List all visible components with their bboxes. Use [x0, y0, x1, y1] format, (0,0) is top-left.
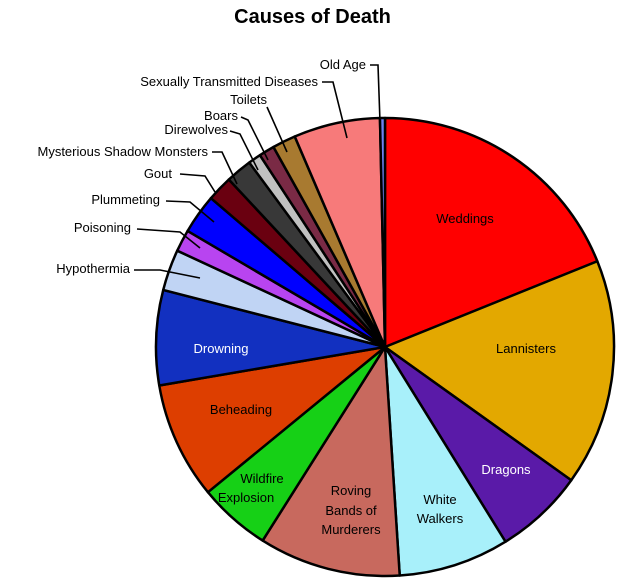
leader-line [165, 200, 215, 223]
leader-line [322, 81, 348, 139]
slice-label: Beheading [210, 402, 272, 417]
slice-label: Weddings [436, 211, 494, 226]
leader-line [229, 130, 259, 171]
leader-line [212, 151, 238, 185]
slice-label: Boars [204, 108, 238, 123]
slice-label: Dragons [481, 462, 531, 477]
slice-label: Murderers [321, 522, 381, 537]
leader-line [370, 64, 381, 123]
slice-label: White [423, 492, 456, 507]
slice-label: Old Age [320, 57, 366, 72]
slice-label: Drowning [194, 341, 249, 356]
leader-line [240, 116, 269, 161]
pie-slice-roving-bands-of-murderers [261, 345, 401, 578]
slice-label: Walkers [417, 511, 464, 526]
pie-slice-lannisters [383, 259, 616, 482]
slice-label: Sexually Transmitted Diseases [140, 74, 318, 89]
slice-label: Roving [331, 483, 371, 498]
slice-label: Gout [144, 166, 173, 181]
chart-title: Causes of Death [234, 6, 391, 28]
slice-label: Plummeting [91, 192, 160, 207]
pie-slice-weddings [383, 116, 599, 349]
slice-label: Wildfire [240, 471, 283, 486]
leader-line [179, 173, 216, 193]
slice-label: Hypothermia [56, 261, 130, 276]
pie-slice-white-walkers [383, 345, 507, 577]
slice-label: Bands of [325, 503, 377, 518]
slice-label: Mysterious Shadow Monsters [37, 144, 208, 159]
slice-label: Direwolves [164, 122, 228, 137]
slice-label: Explosion [218, 490, 274, 505]
leader-line [266, 106, 288, 153]
slice-label: Lannisters [496, 341, 556, 356]
leader-line [136, 228, 201, 249]
pie-slice-beheading [158, 345, 387, 494]
slice-label: Poisoning [74, 220, 131, 235]
leader-line [134, 269, 201, 279]
slice-label: Toilets [230, 92, 267, 107]
